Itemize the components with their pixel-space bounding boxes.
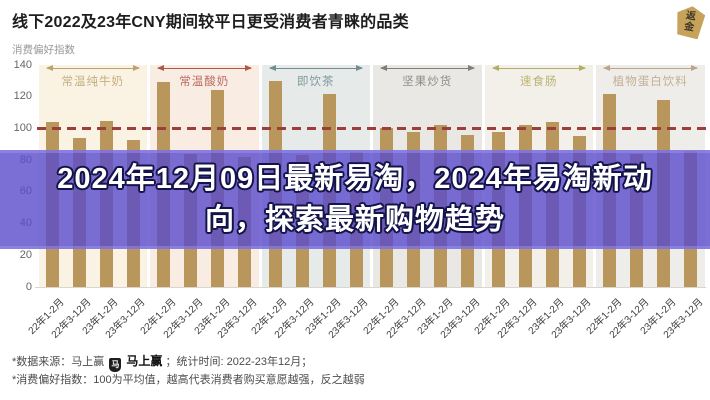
category-span-arrow-icon (603, 64, 697, 71)
page-title: 线下2022及23年CNY期间较平日更受消费者青睐的品类 (12, 14, 409, 31)
category-span-arrow-icon (45, 64, 140, 71)
category-header: 速食肠 (491, 64, 588, 90)
reference-line-100 (37, 127, 706, 130)
footnote-source: *数据来源：马上赢 马 马上赢 ；统计时间: 2022-23年12月； (12, 352, 702, 373)
footnote-source-prefix: *数据来源：马上赢 (12, 356, 105, 368)
footnote-index-definition: *消费偏好指数：100为平均值，越高代表消费者购买意愿越强，反之越弱 (12, 374, 365, 387)
y-tick-label: 140 (13, 58, 32, 71)
category-header: 坚果炒货 (379, 64, 476, 90)
footnotes: *数据来源：马上赢 马 马上赢 ；统计时间: 2022-23年12月； *消费偏… (12, 352, 702, 389)
y-axis-title: 消费偏好指数 (12, 44, 75, 56)
category-header: 常温纯牛奶 (45, 64, 142, 90)
category-label: 植物蛋白饮料 (612, 76, 688, 88)
brand-wordmark: 马上赢 (126, 354, 163, 368)
category-label: 坚果炒货 (402, 76, 453, 88)
y-tick-label: 20 (19, 248, 32, 261)
category-label: 常温纯牛奶 (61, 76, 124, 88)
promo-banner-overlay: 2024年12月09日最新易淘，2024年易淘新动 向，探索最新购物趋势 (0, 150, 710, 249)
category-span-arrow-icon (491, 64, 586, 71)
category-header: 即饮茶 (268, 64, 365, 90)
category-label: 速食肠 (520, 76, 558, 88)
x-axis-line (35, 287, 706, 288)
footnote-source-suffix: ；统计时间: 2022-23年12月； (165, 356, 313, 368)
category-label: 常温酸奶 (179, 76, 230, 88)
category-span-arrow-icon (268, 64, 363, 71)
banner-text-line1: 2024年12月09日最新易淘，2024年易淘新动 (57, 163, 653, 196)
category-header: 植物蛋白饮料 (602, 64, 699, 90)
y-tick-label: 100 (13, 121, 32, 134)
category-header: 常温酸奶 (156, 64, 253, 90)
category-label: 即饮茶 (297, 76, 335, 88)
y-tick-label: 0 (25, 280, 32, 293)
brand-shield-icon: 马 (109, 358, 122, 373)
category-span-arrow-icon (157, 64, 251, 71)
y-tick-label: 120 (13, 90, 32, 103)
category-span-arrow-icon (380, 64, 474, 71)
banner-text-line2: 向，探索最新购物趋势 (204, 203, 505, 236)
